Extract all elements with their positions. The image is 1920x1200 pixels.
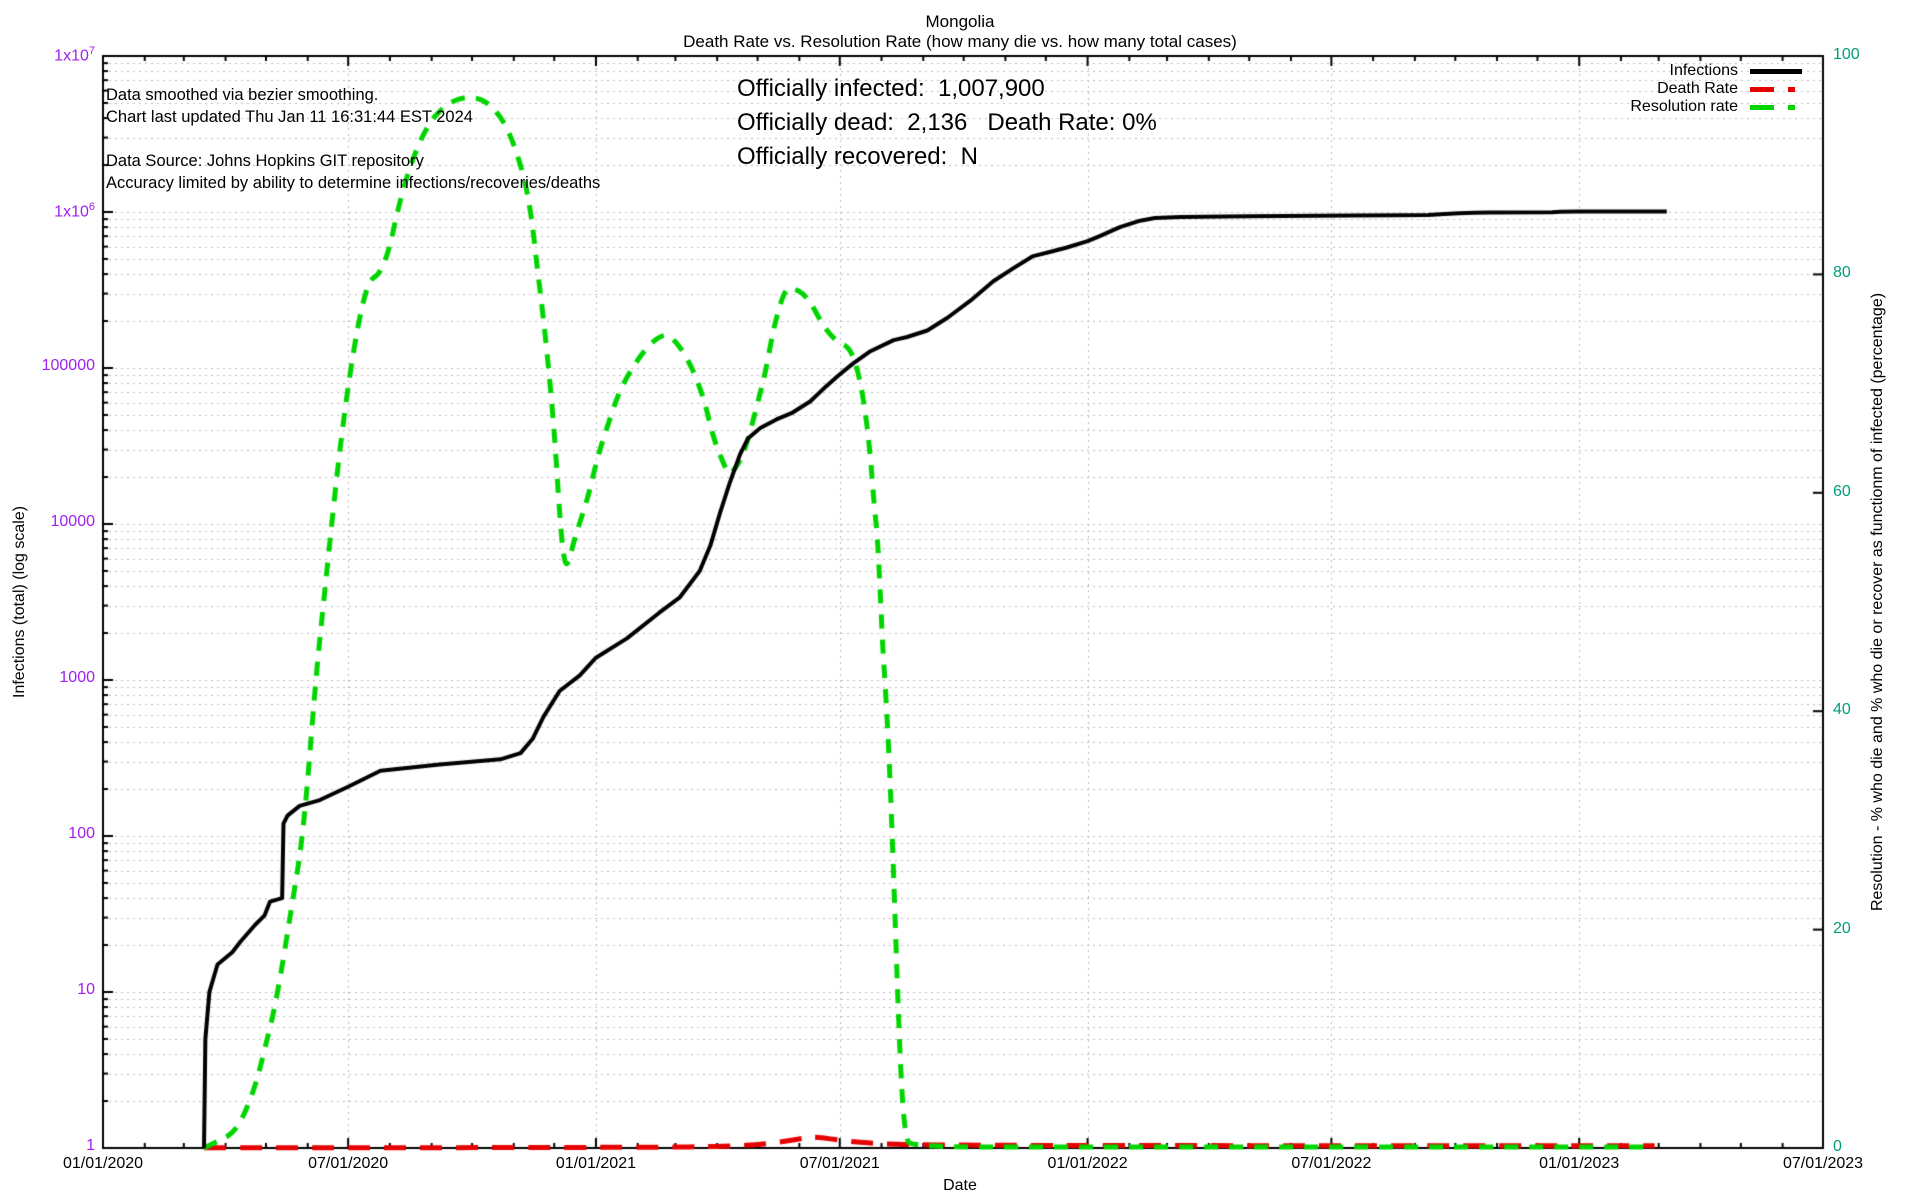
legend-sample-death-rate-line xyxy=(1750,86,1806,92)
y-left-tick-label: 1x107 xyxy=(54,45,95,65)
y-axis-right-title: Resolution - % who die and % who die or … xyxy=(1869,292,1886,912)
y-right-tick-label: 20 xyxy=(1833,919,1851,937)
x-tick-label: 01/01/2021 xyxy=(555,1155,636,1172)
y-right-tick-label: 60 xyxy=(1833,482,1851,500)
y-left-tick-label: 1x106 xyxy=(54,201,95,221)
y-left-tick-label: 100000 xyxy=(41,357,95,374)
legend-item-death-rate: Death Rate xyxy=(1630,80,1806,98)
legend-label-infections: Infections xyxy=(1669,62,1738,79)
y-right-tick-label: 80 xyxy=(1833,264,1851,282)
chart-subtitle: Death Rate vs. Resolution Rate (how many… xyxy=(683,32,1237,51)
stat-infected: Officially infected: 1,007,900 xyxy=(737,75,1045,102)
x-tick-label: 01/01/2022 xyxy=(1047,1155,1128,1172)
chart-annotations: Data smoothed via bezier smoothing. Char… xyxy=(106,84,600,194)
x-tick-label: 07/01/2020 xyxy=(308,1155,389,1172)
annotation-updated: Chart last updated Thu Jan 11 16:31:44 E… xyxy=(106,108,473,126)
stat-dead-rate: Officially dead: 2,136 Death Rate: 0% xyxy=(737,109,1157,136)
annotation-blank xyxy=(106,128,600,150)
stat-recovered: Officially recovered: N xyxy=(737,143,978,170)
x-axis-title: Date xyxy=(943,1177,977,1194)
legend-item-infections: Infections xyxy=(1630,62,1806,80)
y-left-tick-label: 100 xyxy=(68,825,95,842)
x-tick-label: 07/01/2022 xyxy=(1291,1155,1372,1172)
legend-sample-infections-line xyxy=(1750,68,1806,74)
chart-stats: Officially infected: 1,007,900 Officiall… xyxy=(737,72,1157,174)
y-left-tick-label: 10 xyxy=(77,981,95,998)
chart-legend: Infections Death Rate Resolution rate xyxy=(1630,62,1806,116)
annotation-source: Data Source: Johns Hopkins GIT repositor… xyxy=(106,152,424,170)
y-right-tick-label: 0 xyxy=(1833,1138,1842,1155)
y-right-tick-label: 100 xyxy=(1833,46,1860,63)
x-tick-label: 01/01/2020 xyxy=(62,1155,144,1172)
x-tick-label: 07/01/2023 xyxy=(1782,1155,1864,1172)
y-left-tick-label: 1000 xyxy=(59,669,95,686)
annotation-smoothing: Data smoothed via bezier smoothing. xyxy=(106,86,379,104)
x-tick-label: 01/01/2023 xyxy=(1539,1155,1620,1172)
annotation-accuracy: Accuracy limited by ability to determine… xyxy=(106,174,601,192)
x-tick-label: 07/01/2021 xyxy=(799,1155,880,1172)
legend-label-resolution-rate: Resolution rate xyxy=(1630,98,1738,115)
legend-label-death-rate: Death Rate xyxy=(1657,80,1738,97)
y-left-tick-label: 10000 xyxy=(50,513,96,530)
chart-title: Mongolia xyxy=(925,12,995,31)
y-right-tick-label: 40 xyxy=(1833,701,1851,719)
y-left-tick-label: 1 xyxy=(86,1137,95,1154)
legend-item-resolution-rate: Resolution rate xyxy=(1630,98,1806,116)
legend-sample-resolution-rate-line xyxy=(1750,104,1806,110)
